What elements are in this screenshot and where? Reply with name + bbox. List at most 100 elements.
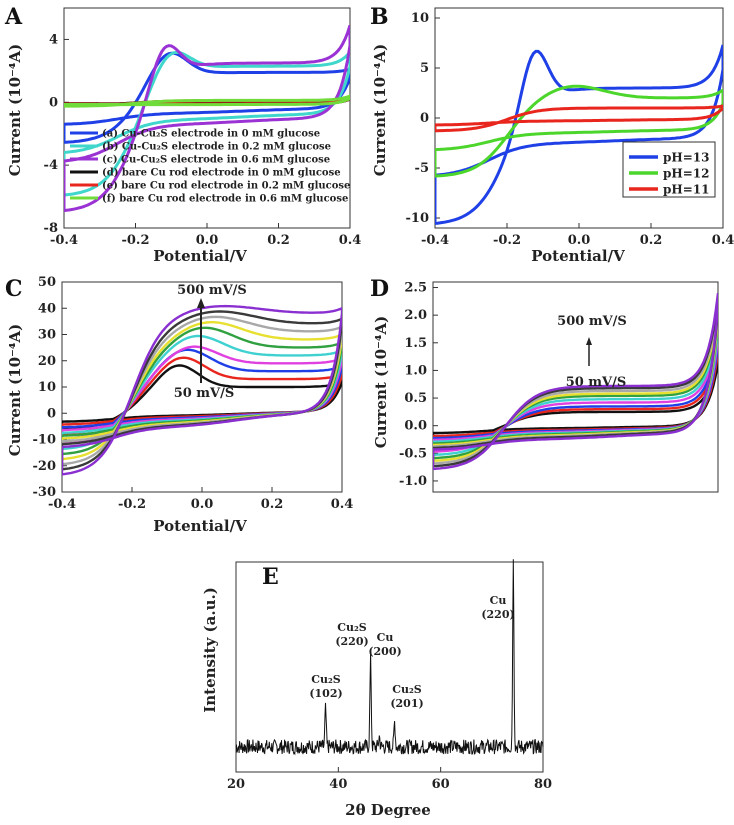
x-tick-label: 40 bbox=[329, 777, 347, 792]
x-tick-label: 0.2 bbox=[267, 233, 290, 248]
panel-d-arrow-head bbox=[586, 337, 592, 345]
panel-a: A -0.4 -0.2 0.0 0.2 0.4 -8 -4 0 4 Potential/V Cu… bbox=[4, 4, 361, 265]
peak-label: Cu₂S bbox=[337, 621, 367, 634]
panel-a-ylabel: Current (10⁻⁴A) bbox=[6, 44, 24, 176]
x-tick-label: -0.4 bbox=[421, 233, 449, 248]
x-tick-label: -0.2 bbox=[121, 233, 149, 248]
series-line-9 bbox=[433, 292, 718, 471]
y-tick-label: -8 bbox=[44, 221, 58, 236]
y-tick-label: 0 bbox=[420, 111, 429, 126]
y-tick-label: 0.0 bbox=[404, 419, 427, 434]
series-line-1 bbox=[62, 356, 342, 435]
series-line-7 bbox=[62, 315, 342, 466]
peak-index-label: (200) bbox=[368, 645, 401, 658]
y-tick-label: 0 bbox=[47, 406, 56, 421]
panel-c: C -0.4 -0.2 0.0 0.2 0.4 -30 -20 -10 0 10 20 30 40 50 … bbox=[5, 275, 353, 535]
x-tick-label: -0.4 bbox=[48, 497, 76, 512]
panel-c-xlabel: Potential/V bbox=[153, 517, 247, 535]
panel-a-legend: (a) Cu-Cu₂S electrode in 0 mM glucose (b)… bbox=[70, 129, 350, 205]
panel-d-label: D bbox=[370, 276, 389, 302]
legend-label: (b) Cu-Cu₂S electrode in 0.2 mM glucose bbox=[102, 142, 331, 153]
panel-e-label: E bbox=[262, 564, 279, 590]
series-line-4 bbox=[62, 334, 342, 451]
panel-c-label: C bbox=[5, 276, 23, 302]
y-tick-label: 10 bbox=[38, 380, 56, 395]
series-line-0 bbox=[433, 359, 718, 441]
panel-e-frame bbox=[235, 561, 544, 773]
series-line-2 bbox=[435, 104, 723, 133]
panel-e-xlabel: 2θ Degree bbox=[345, 801, 431, 819]
xrd-pattern-line bbox=[235, 559, 544, 756]
x-tick-label: 60 bbox=[432, 777, 450, 792]
legend-label: (c) Cu-Cu₂S electrode in 0.6 mM glucose bbox=[102, 155, 330, 166]
x-tick-label: 80 bbox=[534, 777, 552, 792]
panel-a-label: A bbox=[4, 4, 23, 30]
y-tick-label: 1.0 bbox=[404, 363, 427, 378]
peak-index-label: (102) bbox=[309, 687, 342, 700]
y-tick-label: -1.0 bbox=[399, 474, 427, 489]
series-line-3 bbox=[62, 345, 342, 446]
x-tick-label: -0.4 bbox=[50, 233, 78, 248]
x-tick-label: 0.4 bbox=[712, 233, 734, 248]
panel-d-ylabel: Current (10⁻⁴A) bbox=[372, 316, 390, 448]
peak-label: Cu₂S bbox=[311, 673, 341, 686]
y-tick-label: -20 bbox=[33, 459, 57, 474]
series-line-9 bbox=[62, 304, 342, 476]
panel-b-label: B bbox=[370, 4, 389, 30]
y-tick-label: 1.5 bbox=[404, 336, 427, 351]
y-tick-label: 50 bbox=[38, 275, 56, 290]
y-tick-label: 0.5 bbox=[404, 391, 427, 406]
panel-b-ylabel: Current (10⁻⁴A) bbox=[371, 44, 389, 176]
panel-b-legend: pH=13 pH=12 pH=11 bbox=[622, 141, 716, 198]
peak-label: Cu bbox=[377, 631, 394, 644]
y-tick-label: 2.5 bbox=[404, 281, 427, 296]
series-line-0 bbox=[64, 51, 350, 144]
series-line-0 bbox=[62, 364, 342, 430]
y-tick-label: 0 bbox=[49, 95, 58, 110]
series-line-1 bbox=[435, 84, 723, 178]
panel-d-annotation-bottom: 50 mV/S bbox=[566, 375, 627, 390]
peak-label: Cu bbox=[490, 594, 507, 607]
panel-d: D -1.0 -0.5 0.0 0.5 1.0 1.5 2.0 2.5 Current (10… bbox=[370, 276, 719, 493]
panel-c-arrow-head bbox=[197, 298, 205, 308]
y-tick-label: 40 bbox=[38, 301, 56, 316]
panel-e-ylabel: Intensity (a.u.) bbox=[201, 587, 219, 713]
y-tick-label: 2.0 bbox=[404, 308, 427, 323]
x-tick-label: 0.4 bbox=[331, 497, 354, 512]
series-line-6 bbox=[62, 321, 342, 461]
panel-c-annotation-top: 500 mV/S bbox=[177, 283, 247, 298]
panel-c-annotation-bottom: 50 mV/S bbox=[174, 386, 235, 401]
legend-label: pH=11 bbox=[663, 183, 709, 197]
y-tick-label: -30 bbox=[33, 485, 57, 500]
panel-c-ylabel: Current (10⁻⁴A) bbox=[6, 324, 24, 456]
x-tick-label: 0.0 bbox=[196, 233, 219, 248]
y-tick-label: -0.5 bbox=[399, 446, 427, 461]
y-tick-label: 20 bbox=[38, 354, 56, 369]
y-tick-label: 4 bbox=[49, 32, 58, 47]
panel-d-annotation-top: 500 mV/S bbox=[557, 314, 627, 329]
x-tick-label: 0.2 bbox=[261, 497, 284, 512]
panel-b: B -0.4 -0.2 0.0 0.2 0.4 -10 -5 0 5 10 Potential/V… bbox=[370, 4, 734, 265]
x-tick-label: 0.0 bbox=[191, 497, 214, 512]
y-tick-label: -5 bbox=[415, 161, 429, 176]
x-tick-label: 20 bbox=[227, 777, 245, 792]
legend-label: (e) bare Cu rod electrode in 0.2 mM gluc… bbox=[102, 181, 350, 192]
x-tick-label: -0.2 bbox=[493, 233, 521, 248]
y-tick-label: -10 bbox=[33, 433, 57, 448]
peak-index-label: (220) bbox=[481, 608, 514, 621]
x-tick-label: -0.2 bbox=[118, 497, 146, 512]
panel-b-xlabel: Potential/V bbox=[531, 247, 625, 265]
x-tick-label: 0.4 bbox=[339, 233, 362, 248]
series-line-8 bbox=[62, 310, 342, 471]
series-line-5 bbox=[64, 94, 350, 108]
x-tick-label: 0.0 bbox=[568, 233, 591, 248]
y-tick-label: 10 bbox=[411, 11, 429, 26]
panel-a-xlabel: Potential/V bbox=[153, 247, 247, 265]
y-tick-label: 5 bbox=[420, 61, 429, 76]
y-tick-label: 30 bbox=[38, 328, 56, 343]
series-line-5 bbox=[62, 326, 342, 456]
legend-label: (d) bare Cu rod electrode in 0 mM glucos… bbox=[102, 168, 341, 179]
series-line-0 bbox=[435, 44, 723, 225]
